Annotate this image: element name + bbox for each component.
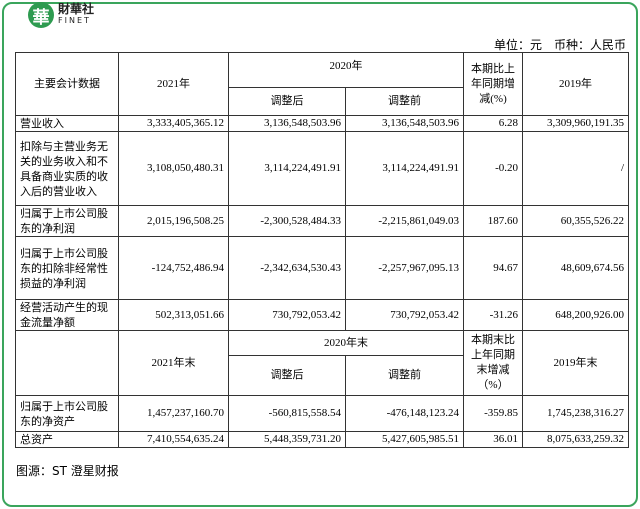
value-cell: 187.60: [463, 205, 523, 237]
value-cell: 730,792,053.42: [228, 299, 346, 331]
value-cell: 3,108,050,480.31: [118, 131, 229, 206]
value-cell: 3,114,224,491.91: [345, 131, 464, 206]
value-cell: 3,136,548,503.96: [228, 115, 346, 132]
data-row: 归属于上市公司股东的净资产 1,457,237,160.70 -560,815,55…: [15, 395, 629, 432]
header-cell: 本期末比上年同期末增减（%）: [463, 330, 523, 396]
header-cell: 2020年末: [228, 330, 464, 356]
value-cell: 3,114,224,491.91: [228, 131, 346, 206]
value-cell: 648,200,926.00: [522, 299, 629, 331]
header-cell: 调整后: [228, 87, 346, 116]
logo-sub: FINET: [58, 16, 91, 25]
data-row: 总资产 7,410,554,635.24 5,448,359,731.20 5,427…: [15, 431, 629, 448]
value-cell: 2,015,196,508.25: [118, 205, 229, 237]
value-cell: -124,752,486.94: [118, 236, 229, 300]
header-cell: 2021年末: [118, 330, 229, 396]
subheader-row: 调整后 调整前: [16, 355, 629, 396]
value-cell: 502,313,051.66: [118, 299, 229, 331]
value-cell: -2,215,861,049.03: [345, 205, 464, 237]
logo-mark: 華: [28, 2, 54, 28]
header-cell: [15, 330, 119, 396]
value-cell: 36.01: [463, 431, 523, 448]
value-cell: 3,136,548,503.96: [345, 115, 464, 132]
row-label: 总资产: [15, 431, 119, 448]
value-cell: -0.20: [463, 131, 523, 206]
value-cell: 7,410,554,635.24: [118, 431, 229, 448]
value-cell: 5,448,359,731.20: [228, 431, 346, 448]
value-cell: 8,075,633,259.32: [522, 431, 629, 448]
header-cell: 2021年: [118, 52, 229, 116]
header-row: 主要会计数据 2021年 2020年 本期比上年同期增减(%) 2019年: [15, 52, 629, 116]
data-row: 扣除与主营业务无关的业务收入和不具备商业实质的收入后的营业收入 3,108,050…: [15, 131, 629, 206]
value-cell: 60,355,526.22: [522, 205, 629, 237]
data-row: 归属于上市公司股东的扣除非经常性损益的净利润 -124,752,486.94 -2,…: [15, 236, 629, 300]
header-cell: 本期比上年同期增减(%): [463, 52, 523, 116]
value-cell: 48,609,674.56: [522, 236, 629, 300]
value-cell: -2,342,634,530.43: [228, 236, 346, 300]
data-row: 经营活动产生的现金流量净额 502,313,051.66 730,792,053.4…: [15, 299, 629, 331]
logo: 華 財華社 FINET: [28, 0, 94, 30]
value-cell: 1,745,238,316.27: [522, 395, 629, 432]
row-label: 归属于上市公司股东的扣除非经常性损益的净利润: [15, 236, 119, 300]
value-cell: -560,815,558.54: [228, 395, 346, 432]
value-cell: 730,792,053.42: [345, 299, 464, 331]
header-cell: 调整前: [345, 355, 464, 396]
header-cell: 调整后: [228, 355, 346, 396]
header-cell: 调整前: [345, 87, 464, 116]
data-row: 营业收入 3,333,405,365.12 3,136,548,503.96 3,13…: [15, 115, 629, 132]
row-label: 营业收入: [15, 115, 119, 132]
value-cell: -476,148,123.24: [345, 395, 464, 432]
value-cell: 6.28: [463, 115, 523, 132]
value-cell: 94.67: [463, 236, 523, 300]
value-cell: 3,333,405,365.12: [118, 115, 229, 132]
financial-table: 主要会计数据 2021年 2020年 本期比上年同期增减(%) 2019年 调整…: [15, 52, 629, 448]
row-label: 扣除与主营业务无关的业务收入和不具备商业实质的收入后的营业收入: [15, 131, 119, 206]
row-label: 归属于上市公司股东的净资产: [15, 395, 119, 432]
header-cell: 主要会计数据: [15, 52, 119, 116]
header-cell: 2019年: [522, 52, 629, 116]
header-cell: 2019年末: [522, 330, 629, 396]
value-cell: -359.85: [463, 395, 523, 432]
subheader-row: 调整后 调整前: [16, 87, 629, 116]
logo-name: 財華社: [58, 2, 95, 16]
logo-text: 財華社 FINET: [58, 3, 94, 27]
unit-note: 单位：元 币种：人民币: [493, 38, 626, 52]
header-cell: 2020年: [228, 52, 464, 88]
value-cell: -2,300,528,484.33: [228, 205, 346, 237]
value-cell: 1,457,237,160.70: [118, 395, 229, 432]
table-body: 主要会计数据 2021年 2020年 本期比上年同期增减(%) 2019年 调整…: [15, 52, 629, 448]
caption: 图源：ST 澄星财报: [16, 464, 119, 478]
header-row: 2021年末 2020年末 本期末比上年同期末增减（%） 2019年末: [15, 330, 629, 396]
row-label: 归属于上市公司股东的净利润: [15, 205, 119, 237]
row-label: 经营活动产生的现金流量净额: [15, 299, 119, 331]
data-row: 归属于上市公司股东的净利润 2,015,196,508.25 -2,300,528,…: [15, 205, 629, 237]
value-cell: 5,427,605,985.51: [345, 431, 464, 448]
value-cell: -2,257,967,095.13: [345, 236, 464, 300]
value-cell: /: [522, 131, 629, 206]
value-cell: 3,309,960,191.35: [522, 115, 629, 132]
value-cell: -31.26: [463, 299, 523, 331]
